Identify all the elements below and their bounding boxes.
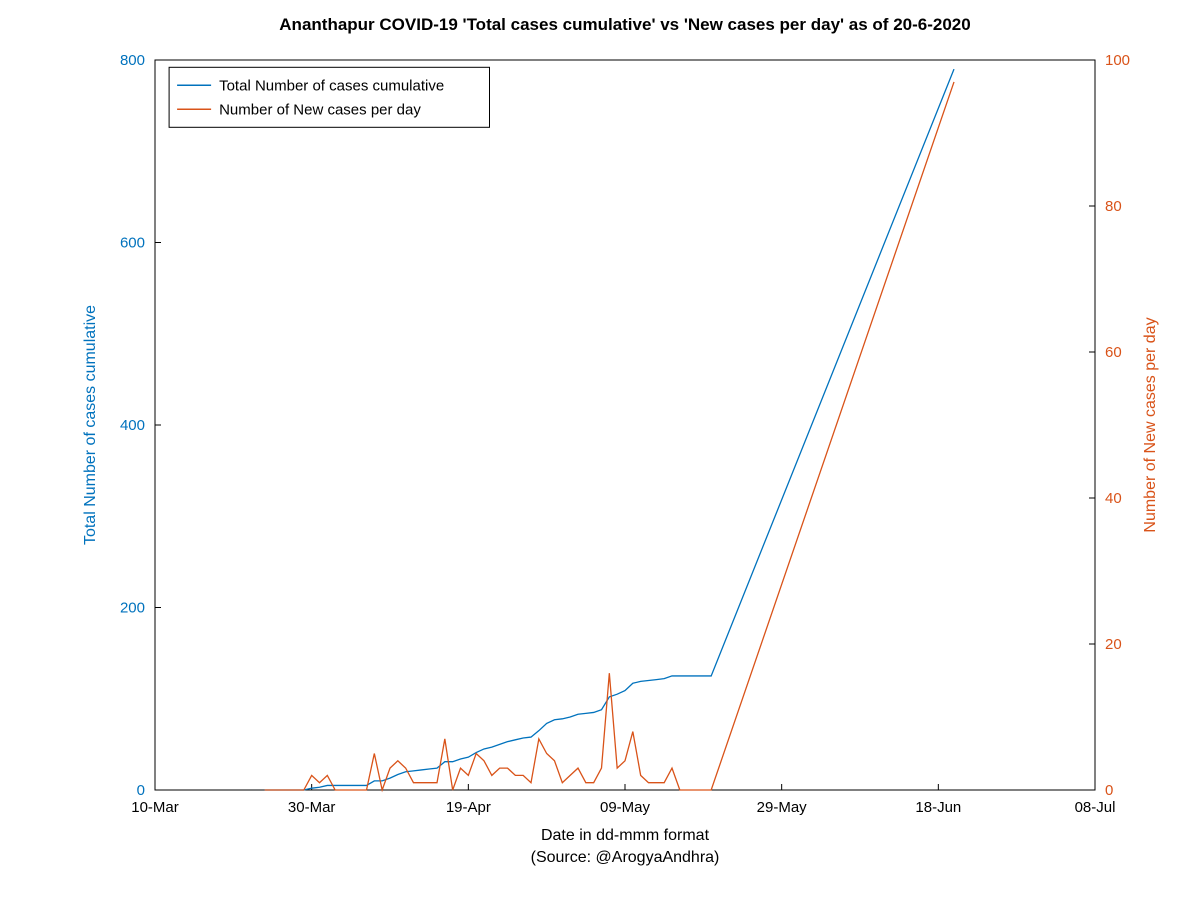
x-tick-label: 10-Mar xyxy=(131,799,179,816)
y-right-tick-label: 40 xyxy=(1105,490,1122,507)
y-left-axis-label: Total Number of cases cumulative xyxy=(82,305,99,545)
y-left-tick-label: 800 xyxy=(120,52,145,69)
x-tick-label: 29-May xyxy=(757,799,808,816)
x-axis-label-1: Date in dd-mmm format xyxy=(541,827,710,844)
y-right-tick-label: 100 xyxy=(1105,52,1130,69)
legend-label: Total Number of cases cumulative xyxy=(219,77,444,94)
y-left-tick-label: 400 xyxy=(120,417,145,434)
y-left-tick-label: 600 xyxy=(120,235,145,252)
x-tick-label: 18-Jun xyxy=(915,799,961,816)
y-right-tick-label: 0 xyxy=(1105,782,1113,799)
y-right-axis-label: Number of New cases per day xyxy=(1142,317,1159,532)
plot-box xyxy=(155,60,1095,790)
x-tick-label: 08-Jul xyxy=(1075,799,1116,816)
y-right-tick-label: 80 xyxy=(1105,198,1122,215)
y-right-tick-label: 20 xyxy=(1105,636,1122,653)
x-tick-label: 19-Apr xyxy=(446,799,491,816)
series-new-line xyxy=(265,82,954,790)
x-tick-label: 09-May xyxy=(600,799,651,816)
chart-svg: Ananthapur COVID-19 'Total cases cumulat… xyxy=(0,0,1200,898)
x-axis-label-2: (Source: @ArogyaAndhra) xyxy=(531,849,720,866)
x-tick-label: 30-Mar xyxy=(288,799,336,816)
legend: Total Number of cases cumulative Number o… xyxy=(169,67,489,127)
y-left-tick-label: 0 xyxy=(137,782,145,799)
y-left-tick-label: 200 xyxy=(120,600,145,617)
y-right-tick-label: 60 xyxy=(1105,344,1122,361)
series-cumulative-line xyxy=(265,69,954,790)
legend-label: Number of New cases per day xyxy=(219,101,421,118)
chart-title: Ananthapur COVID-19 'Total cases cumulat… xyxy=(279,15,970,34)
chart-container: Ananthapur COVID-19 'Total cases cumulat… xyxy=(0,0,1200,898)
